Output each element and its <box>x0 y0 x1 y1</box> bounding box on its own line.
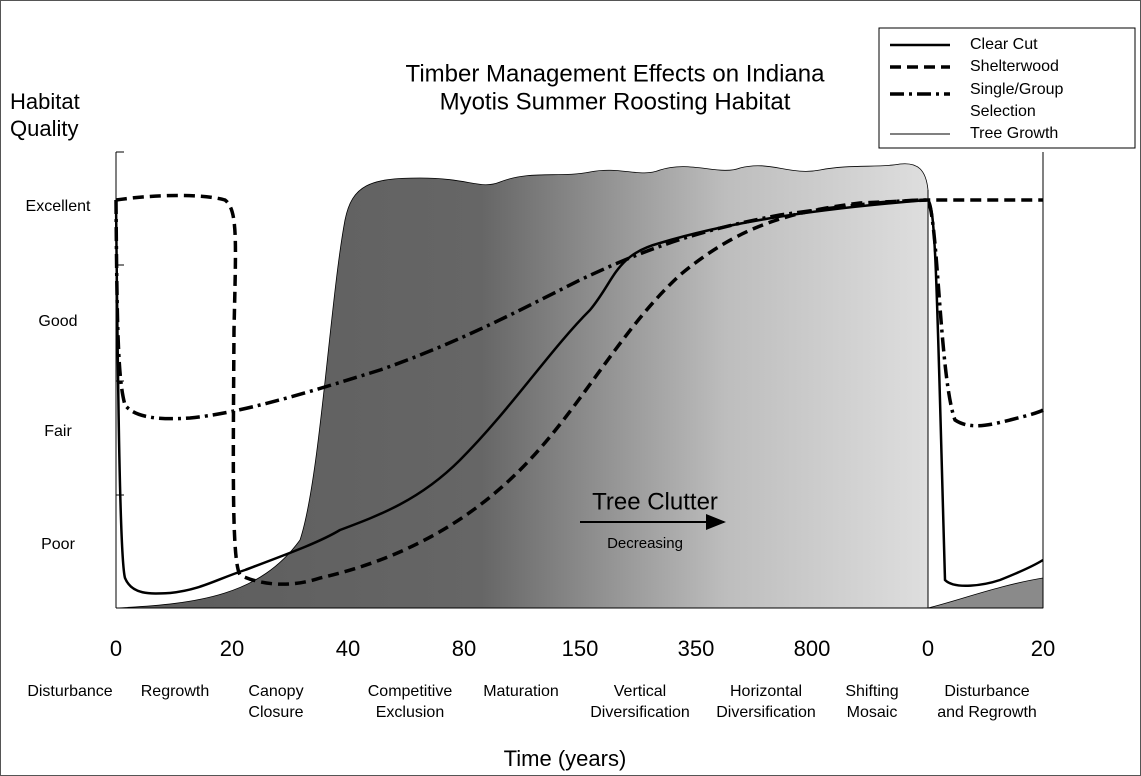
clear-cut-line <box>114 198 1044 595</box>
shelterwood-line <box>115 193 1043 586</box>
stage-label: Shifting <box>845 683 898 700</box>
y-level-label: Excellent <box>26 198 91 215</box>
stage-label: Canopy <box>248 683 303 700</box>
x-tick-label: 0 <box>110 636 122 661</box>
stage-label: Mosaic <box>847 704 898 721</box>
legend-label: Selection <box>970 103 1036 120</box>
legend-box <box>878 27 1136 149</box>
stage-label: Closure <box>248 704 303 721</box>
stage-label: Vertical <box>614 683 666 700</box>
y-level-label: Poor <box>41 536 75 553</box>
x-tick-label: 350 <box>678 636 715 661</box>
stage-label: Exclusion <box>376 704 444 721</box>
selection-line <box>114 198 1044 428</box>
y-axis-label: Quality <box>10 116 78 141</box>
title: Myotis Summer Roosting Habitat <box>440 88 791 115</box>
x-tick-label: 80 <box>452 636 476 661</box>
x-tick-label: 20 <box>1031 636 1055 661</box>
tree-growth-area <box>115 163 929 609</box>
legend-label: Clear Cut <box>970 36 1038 53</box>
stage-label: Regrowth <box>141 683 209 700</box>
stage-label: Horizontal <box>730 683 802 700</box>
y-level-label: Good <box>38 313 77 330</box>
x-tick-label: 0 <box>922 636 934 661</box>
annotation-subtitle: Decreasing <box>607 535 683 552</box>
x-tick-label: 150 <box>562 636 599 661</box>
stage-label: and Regrowth <box>937 704 1037 721</box>
x-tick-label: 20 <box>220 636 244 661</box>
annotation-title: Tree Clutter <box>592 488 718 515</box>
stage-label: Disturbance <box>27 683 112 700</box>
stage-label: Disturbance <box>944 683 1029 700</box>
x-tick-label: 40 <box>336 636 360 661</box>
x-axis-label: Time (years) <box>504 746 627 771</box>
legend-label: Shelterwood <box>970 58 1059 75</box>
legend-label: Single/Group <box>970 81 1063 98</box>
stage-label: Competitive <box>368 683 453 700</box>
stage-label: Diversification <box>716 704 816 721</box>
y-axis-label: Habitat <box>10 89 80 114</box>
title: Timber Management Effects on Indiana <box>406 60 826 87</box>
legend-label: Tree Growth <box>970 125 1058 142</box>
x-tick-label: 800 <box>794 636 831 661</box>
stage-label: Diversification <box>590 704 690 721</box>
y-level-label: Fair <box>44 423 72 440</box>
stage-label: Maturation <box>483 683 559 700</box>
